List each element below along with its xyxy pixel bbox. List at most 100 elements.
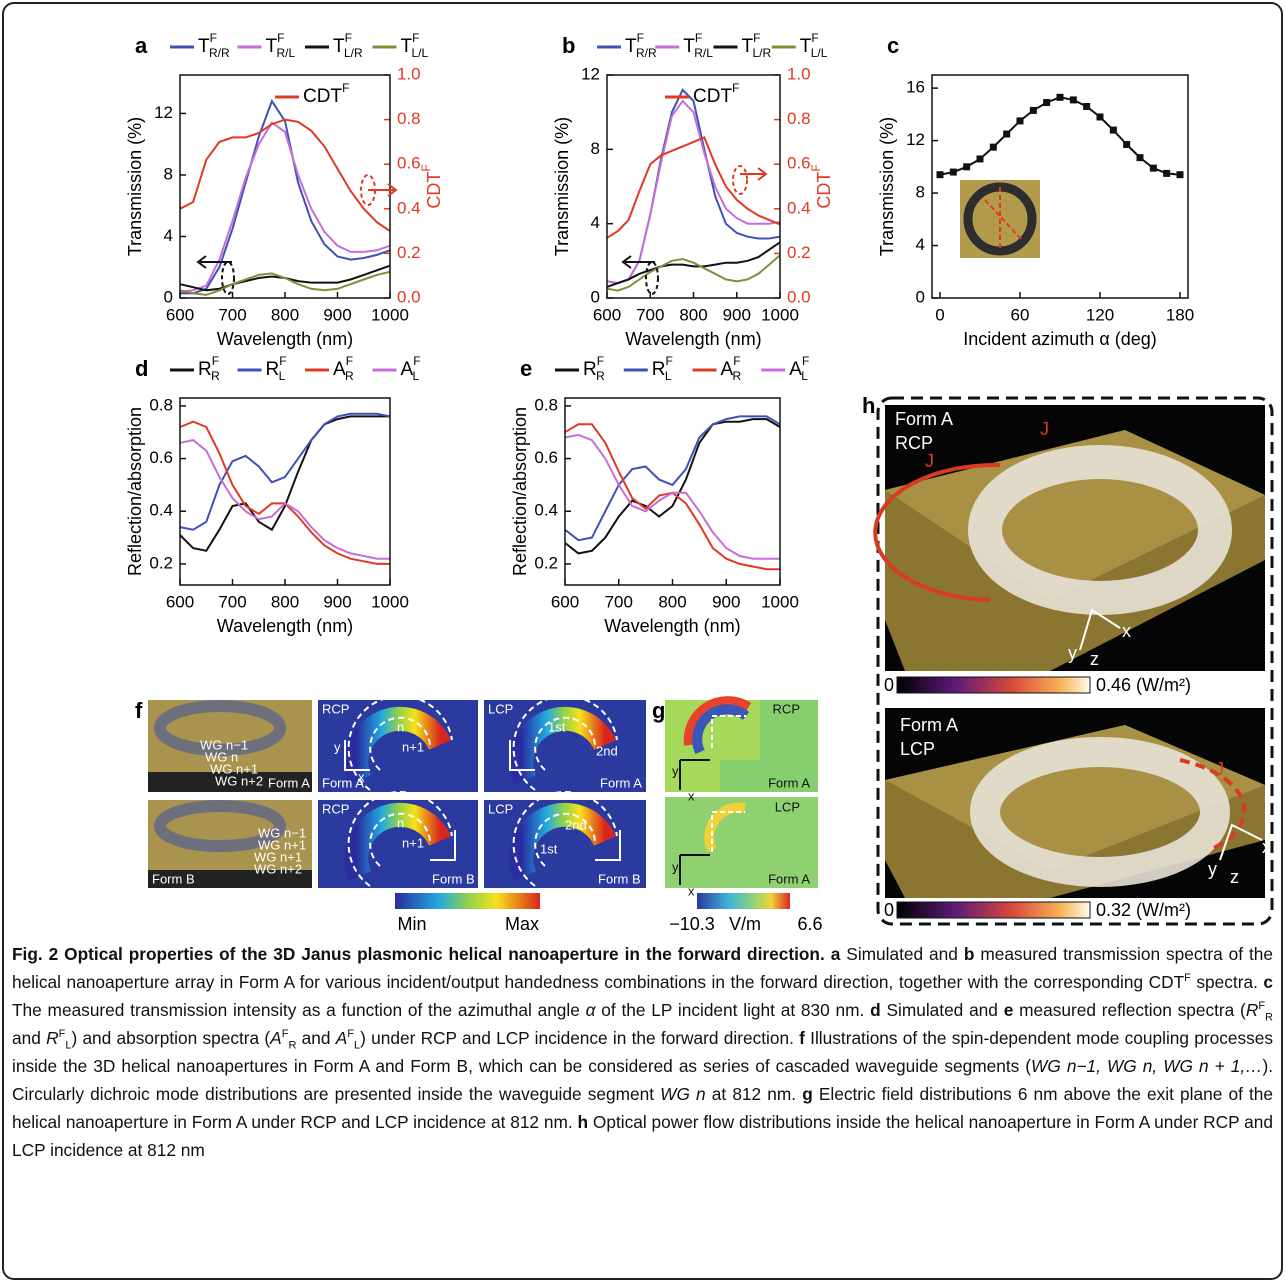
- axis-letter: z: [1230, 867, 1239, 887]
- caption-text: d: [870, 1000, 881, 1020]
- marker: [976, 155, 984, 163]
- y2-axis-label: CDTF: [419, 164, 444, 208]
- caption-text: Simulated and: [880, 1000, 1004, 1020]
- mode-maps: [318, 694, 646, 888]
- form-label: Form B: [598, 871, 641, 886]
- legend-label: RF R: [583, 354, 605, 383]
- order-label: 1st: [548, 719, 566, 734]
- y-tick-label: 0.8: [534, 395, 558, 414]
- chart-b: b 600 700 800 900 1000 0 4 8 12 0.0 0.2 0.4 0.6 0.8 1.0…: [552, 31, 834, 349]
- marker: [963, 163, 971, 171]
- y2-tick-label: 0.2: [787, 243, 811, 262]
- legend-label: CDTF: [303, 81, 349, 107]
- lcp-label: LCP: [775, 799, 800, 814]
- x-tick-label: 0: [935, 305, 944, 324]
- legend-sub: L: [413, 369, 420, 383]
- y2-tick-label: 0.0: [787, 287, 811, 306]
- marker: [1003, 130, 1011, 138]
- marker: [1069, 96, 1077, 104]
- panel-label: f: [135, 698, 143, 723]
- x-tick-label: 800: [658, 592, 686, 611]
- form-label: Form B: [432, 871, 475, 886]
- j-label: J: [1040, 419, 1049, 439]
- legend-sup: F: [732, 81, 739, 95]
- marker: [1109, 126, 1117, 134]
- legend-sup: F: [802, 354, 809, 368]
- legend-name: T: [333, 36, 345, 57]
- y-tick-label: 8: [916, 183, 925, 202]
- marker: [1163, 169, 1171, 177]
- marker: [949, 168, 957, 176]
- n-label: n: [397, 815, 404, 830]
- marker: [1149, 164, 1157, 172]
- legend-sub: R: [345, 369, 354, 383]
- colorbar-max: 0.46 (W/m²): [1096, 675, 1191, 695]
- legend-sup: F: [695, 31, 702, 45]
- caption-text: F: [58, 1028, 66, 1041]
- caption-text: F: [1184, 972, 1191, 985]
- caption-text: ). Circularly dichroic mode distribution…: [12, 1056, 1273, 1104]
- y-tick-label: 4: [164, 226, 173, 245]
- series-line: [564, 418, 781, 555]
- caption-text: R: [46, 1028, 59, 1048]
- x-tick-label: 900: [723, 305, 751, 324]
- y-axis-label: Reflection/absorption: [510, 407, 530, 576]
- series-line: [606, 254, 781, 292]
- legend-name: A: [401, 359, 414, 380]
- legend-sub: L: [279, 369, 286, 383]
- legend-label: TF L/R: [333, 31, 363, 60]
- legend-sup: F: [733, 354, 740, 368]
- colorbar-max: 0.32 (W/m²): [1096, 900, 1191, 920]
- marker: [1029, 106, 1037, 114]
- legend-sup: F: [753, 31, 760, 45]
- x-tick-label: 700: [605, 592, 633, 611]
- panel-g: g RCP LCP Form A Form A y x y x −10.3 V/…: [652, 696, 823, 934]
- y2-axis-label-sup: F: [419, 164, 433, 171]
- j-label: J: [925, 451, 934, 471]
- legend-sub: R/R: [209, 46, 230, 60]
- y-tick-label: 0.6: [149, 448, 173, 467]
- lcp-label: LCP: [488, 801, 513, 816]
- rcp-label: RCP: [322, 801, 349, 816]
- form-label: Form A: [900, 715, 958, 735]
- legend-sup: F: [279, 354, 286, 368]
- y-tick-label: 0: [164, 287, 173, 306]
- y-tick-label: 12: [154, 103, 173, 122]
- legend-sup: F: [342, 81, 349, 95]
- caption-text: Optical power flow distributions inside …: [12, 1112, 1273, 1160]
- series-line: [564, 433, 780, 560]
- colorbar: [395, 893, 540, 909]
- axis-letter: x: [1262, 837, 1271, 857]
- y2-tick-label: 1.0: [787, 64, 811, 83]
- plot-frame: [931, 74, 1189, 299]
- y-tick-label: 8: [164, 164, 173, 183]
- wg-label: WG n−1: [200, 737, 248, 752]
- series-line: [180, 98, 391, 295]
- y2-tick-label: 0.8: [397, 109, 421, 128]
- y-tick-label: 0.4: [534, 501, 558, 520]
- marker: [1176, 171, 1184, 179]
- colorbar: [896, 676, 1091, 694]
- x-tick-label: 900: [323, 592, 351, 611]
- axis-letter: y: [334, 739, 341, 754]
- axis-letter: x: [688, 883, 695, 898]
- caption-text: F: [1258, 1000, 1266, 1013]
- wg-label: WG n+1: [258, 837, 306, 852]
- caption-text: A: [335, 1028, 348, 1048]
- y-tick-label: 0.2: [534, 553, 558, 572]
- legend-sub: L/L: [411, 46, 428, 60]
- y-tick-label: 16: [906, 78, 925, 97]
- x-tick-label: 1000: [371, 305, 409, 324]
- legend-name: R: [266, 359, 280, 380]
- legend-name: R: [583, 359, 597, 380]
- caption-text: ) under RCP and LCP incidence in the for…: [360, 1028, 800, 1048]
- legend-sub: R: [733, 369, 742, 383]
- y-tick-label: 4: [591, 213, 600, 232]
- panel-label: b: [562, 33, 575, 58]
- y2-axis-label-sup: F: [809, 164, 823, 171]
- x-axis-label: Wavelength (nm): [217, 616, 353, 636]
- x-tick-label: 700: [218, 305, 246, 324]
- legend-label: AF R: [721, 354, 742, 383]
